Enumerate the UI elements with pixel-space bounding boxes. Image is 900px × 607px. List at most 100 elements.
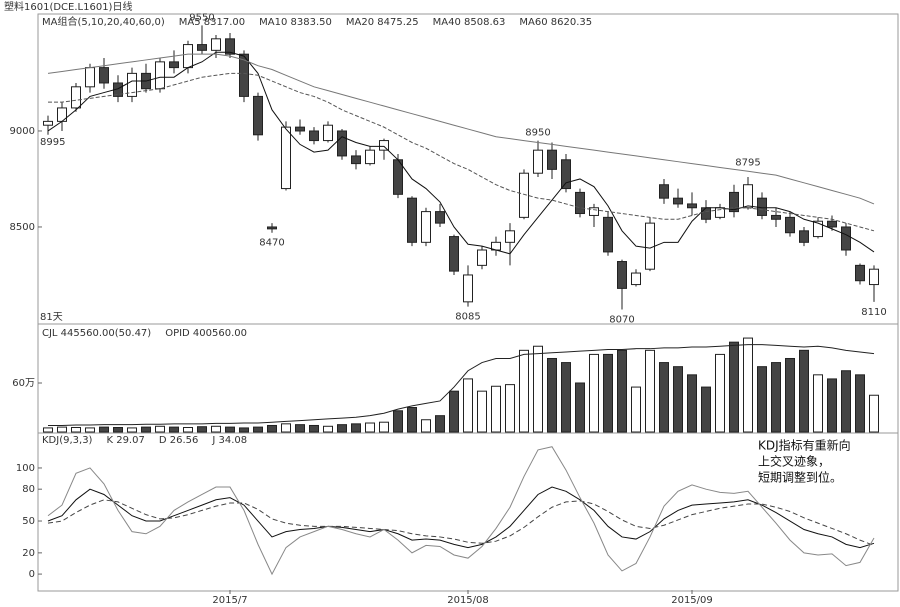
candle-body (239, 53, 249, 97)
kdj-line (47, 499, 875, 546)
y-tick-label: 20 (22, 548, 35, 559)
x-tick-label: 2015/09 (671, 595, 713, 606)
volume-bar (85, 427, 95, 433)
candle-body (729, 191, 739, 213)
volume-bar (393, 410, 403, 433)
volume-bar (211, 425, 221, 433)
candle-body (309, 130, 319, 142)
y-tick-label: 50 (22, 516, 35, 527)
price-annotation: 8795 (735, 157, 760, 168)
annotation-note: 短期调整到位。 (758, 470, 842, 485)
y-tick-label: 9000 (10, 126, 35, 137)
volume-bar (113, 427, 123, 433)
candle-body (169, 61, 179, 69)
candle-body (771, 214, 781, 220)
candle-body (71, 86, 81, 109)
candle-body (631, 272, 641, 286)
volume-bar (421, 419, 431, 433)
candle-body (463, 274, 473, 303)
candle-body (407, 197, 417, 243)
candle-body (813, 220, 823, 238)
x-tick-label: 2015/7 (212, 595, 247, 606)
header-item: D 26.56 (159, 435, 199, 446)
candle-body (673, 197, 683, 205)
volume-bar (673, 366, 683, 433)
candle-body (379, 140, 389, 151)
volume-bar (813, 374, 823, 433)
volume-bar (575, 382, 585, 433)
volume-bar (589, 353, 599, 433)
volume-bar (645, 349, 655, 433)
volume-bar (715, 353, 725, 433)
header-item: MA5 8317.00 (179, 17, 245, 28)
candle-body (351, 155, 361, 165)
volume-bar (827, 378, 837, 433)
candle-body (225, 38, 235, 55)
volume-bar (519, 349, 529, 433)
volume-bar (169, 426, 179, 433)
candle-body (281, 126, 291, 190)
volume-bar (533, 345, 543, 433)
kdj-line (47, 486, 875, 549)
price-annotation: 8070 (609, 315, 634, 326)
volume-bar (197, 426, 207, 433)
candle-body (197, 44, 207, 51)
candle-body (365, 149, 375, 165)
volume-bar (239, 427, 249, 433)
volume-bar (141, 426, 151, 433)
volume-bar (351, 423, 361, 433)
header-item: MA10 8383.50 (259, 17, 332, 28)
candle-body (449, 236, 459, 272)
ma-line (48, 72, 875, 232)
volume-bar (295, 424, 305, 433)
candle-body (337, 130, 347, 157)
volume-bar (561, 362, 571, 433)
volume-bar (99, 426, 109, 433)
volume-bar (855, 374, 865, 433)
candle-body (323, 124, 333, 142)
volume-bar (57, 426, 67, 433)
candle-body (43, 120, 53, 126)
candle-body (603, 216, 613, 253)
candle-body (701, 207, 711, 220)
price-annotation: 8110 (861, 307, 886, 318)
annotation-note: 上交叉迹象， (758, 454, 830, 469)
y-tick-label: 60万 (12, 378, 35, 389)
header-item: OPID 400560.00 (165, 328, 247, 339)
header-item: K 29.07 (106, 435, 144, 446)
volume-bar (603, 353, 613, 433)
volume-bar (743, 337, 753, 433)
candle-body (393, 159, 403, 195)
volume-bar (841, 370, 851, 433)
volume-bar (729, 341, 739, 433)
volume-bar (43, 427, 53, 433)
candle-body (477, 249, 487, 266)
candle-body (99, 67, 109, 84)
volume-bar (183, 427, 193, 433)
window-title: 塑料1601(DCE.L1601)日线 (4, 0, 132, 13)
volume-bar (463, 378, 473, 433)
candle-body (799, 230, 809, 243)
candle-body (267, 226, 277, 230)
candle-body (687, 203, 697, 209)
header-item: MA60 8620.35 (519, 17, 592, 28)
ma-line (47, 53, 875, 205)
candle-body (435, 211, 445, 224)
y-tick-label: 80 (22, 484, 35, 495)
volume-bar (687, 374, 697, 433)
volume-bar (799, 349, 809, 433)
candle-body (295, 126, 305, 132)
candle-body (155, 61, 165, 90)
volume-bar (701, 386, 711, 433)
volume-bar (869, 394, 879, 433)
volume-bar (491, 385, 501, 433)
candle-body (253, 95, 263, 136)
candle-body (519, 172, 529, 218)
volume-bar (225, 426, 235, 433)
price-annotation: 8950 (525, 128, 550, 139)
y-tick-label: 100 (16, 463, 35, 474)
candle-body (589, 207, 599, 216)
corner-label: 81天 (40, 312, 63, 323)
volume-bar (435, 415, 445, 433)
candle-body (547, 149, 557, 170)
